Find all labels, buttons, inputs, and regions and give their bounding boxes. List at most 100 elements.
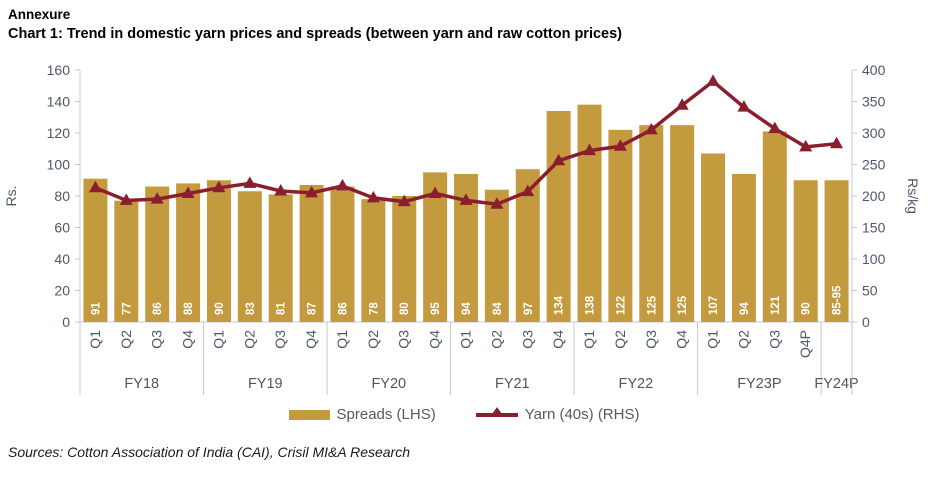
quarter-label: Q2 xyxy=(241,330,257,349)
left-axis-tick-label: 100 xyxy=(47,157,71,173)
line-marker xyxy=(799,139,813,152)
right-axis-tick-label: 350 xyxy=(862,94,886,110)
line-marker xyxy=(150,192,164,204)
quarter-label: Q3 xyxy=(396,330,412,349)
bar-value-label: 125 xyxy=(646,295,658,315)
bar xyxy=(824,180,849,322)
quarter-label: Q2 xyxy=(365,330,381,349)
line-marker xyxy=(428,186,442,198)
bar xyxy=(639,125,664,322)
bar xyxy=(484,189,509,322)
quarter-label: Q3 xyxy=(149,330,165,349)
bar-value-label: 94 xyxy=(739,302,751,315)
bar-value-label: 134 xyxy=(554,295,566,315)
left-axis-tick-label: 120 xyxy=(47,125,71,141)
legend-item-spreads: Spreads (LHS) xyxy=(288,406,436,423)
line-marker xyxy=(119,193,133,205)
bar xyxy=(701,153,726,322)
left-axis-tick-label: 160 xyxy=(47,62,71,78)
legend-item-yarn: Yarn (40s) (RHS) xyxy=(475,406,640,423)
right-axis-tick-label: 150 xyxy=(862,220,886,236)
line-marker xyxy=(243,176,257,188)
bar xyxy=(361,199,386,322)
left-axis-title: Rs. xyxy=(3,186,19,207)
bar xyxy=(299,184,324,322)
quarter-label: Q1 xyxy=(458,330,474,349)
right-axis-title: Rs/kg xyxy=(905,178,921,214)
bar-value-label: 95 xyxy=(430,302,442,315)
line-marker xyxy=(768,121,782,134)
line-marker xyxy=(305,185,319,198)
right-axis-tick-label: 100 xyxy=(862,251,886,267)
line-marker xyxy=(737,100,751,112)
bar xyxy=(546,110,571,322)
bar-value-label: 83 xyxy=(245,302,257,315)
bar-value-label: 94 xyxy=(461,302,473,315)
bar-value-label: 78 xyxy=(368,302,380,315)
line-marker xyxy=(613,139,627,151)
line-marker xyxy=(490,197,504,209)
line-marker xyxy=(181,186,195,198)
bar xyxy=(577,104,602,323)
chart-header: Annexure Chart 1: Trend in domestic yarn… xyxy=(8,6,622,45)
quarter-label: Q1 xyxy=(705,330,721,349)
annexure-label: Annexure xyxy=(8,7,71,22)
source-note: Sources: Cotton Association of India (CA… xyxy=(8,444,411,460)
bar xyxy=(330,186,355,322)
right-axis-tick-label: 50 xyxy=(862,283,878,299)
line-marker xyxy=(459,193,473,205)
left-axis-tick-label: 40 xyxy=(54,251,70,267)
legend-label-yarn: Yarn (40s) (RHS) xyxy=(524,406,640,423)
quarter-label: Q4P xyxy=(797,330,813,358)
line-marker xyxy=(212,180,226,193)
quarter-label: Q2 xyxy=(118,330,134,349)
right-axis-tick-label: 300 xyxy=(862,125,886,141)
bar-value-label: 85-95 xyxy=(832,285,844,315)
year-group-label: FY19 xyxy=(248,376,283,392)
quarter-label: Q1 xyxy=(87,330,103,349)
chart-title: Chart 1: Trend in domestic yarn prices a… xyxy=(8,25,622,42)
bar-value-label: 90 xyxy=(801,302,813,315)
quarter-label: Q1 xyxy=(334,330,350,349)
bar-value-label: 121 xyxy=(770,295,782,315)
right-axis-tick-label: 250 xyxy=(862,157,886,173)
quarter-label: Q4 xyxy=(180,330,196,349)
quarter-label: Q1 xyxy=(581,330,597,349)
quarter-label: Q4 xyxy=(427,330,443,349)
bar-value-label: 77 xyxy=(121,302,133,315)
bar xyxy=(237,191,262,322)
legend-line-swatch xyxy=(475,406,518,417)
right-axis-tick-label: 400 xyxy=(862,62,886,78)
bar xyxy=(392,196,417,322)
legend-bar-swatch xyxy=(288,409,330,420)
quarter-label: Q3 xyxy=(643,330,659,349)
bar-value-label: 88 xyxy=(183,302,195,315)
bar xyxy=(145,186,170,322)
bar xyxy=(268,194,293,322)
left-axis-tick-label: 60 xyxy=(54,220,70,236)
bar xyxy=(608,129,633,322)
quarter-label: Q3 xyxy=(519,330,535,349)
bar xyxy=(206,180,231,322)
quarter-label: Q2 xyxy=(612,330,628,349)
bar-value-label: 87 xyxy=(307,302,319,315)
bar-value-label: 91 xyxy=(90,302,102,315)
chart-canvas: 0 20 40 60 80 100 120 140 160 0 50 100 150 200 250 300 3… xyxy=(3,62,921,395)
bar-value-label: 138 xyxy=(585,295,597,315)
line-marker xyxy=(830,136,844,149)
legend: Spreads (LHS) Yarn (40s) (RHS) xyxy=(0,406,928,423)
left-axis-tick-label: 20 xyxy=(54,283,70,299)
line-marker xyxy=(552,153,566,166)
bar xyxy=(762,131,787,322)
year-group-label: FY18 xyxy=(124,376,159,392)
line-marker xyxy=(335,178,349,191)
bar xyxy=(670,125,695,322)
bar-value-label: 86 xyxy=(337,302,349,315)
bar-value-label: 80 xyxy=(399,302,411,315)
quarter-label: Q3 xyxy=(766,330,782,349)
bar-value-label: 84 xyxy=(492,302,504,315)
bar xyxy=(114,200,139,322)
bar xyxy=(83,178,108,322)
year-group-label: FY22 xyxy=(619,376,654,392)
